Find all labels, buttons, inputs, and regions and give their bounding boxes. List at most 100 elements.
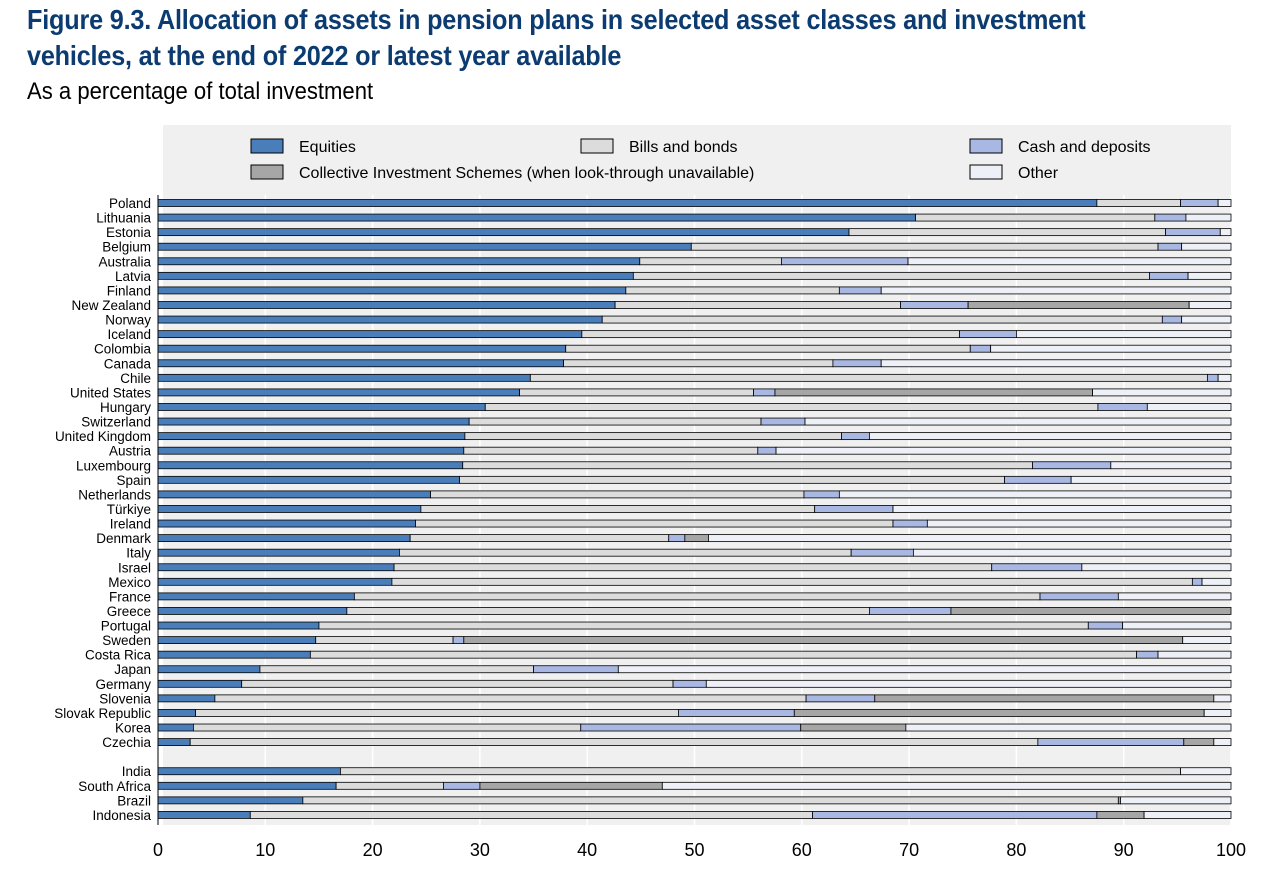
bar-segment-bills xyxy=(519,388,754,397)
bar-segment-other xyxy=(1016,330,1232,339)
bar-segment-other xyxy=(838,490,1232,499)
bar-segment-bills xyxy=(214,694,807,703)
row-label: Brazil xyxy=(117,793,151,808)
bar-segment-bills xyxy=(632,271,1150,280)
bar-segment-other xyxy=(1122,621,1232,630)
bar-segment-equities xyxy=(157,417,470,426)
bar-segment-bills xyxy=(1096,199,1181,207)
bar-segment-equities xyxy=(157,519,416,528)
bar-segment-bills xyxy=(581,330,960,339)
bar-segment-equities xyxy=(157,228,850,237)
row-label: Norway xyxy=(105,313,151,328)
bar-segment-bills xyxy=(690,242,1159,251)
bar-segment-cash xyxy=(753,388,776,397)
bar-segment-cash xyxy=(1157,242,1183,251)
bar-segment-bills xyxy=(241,679,674,688)
bar-segment-other xyxy=(1213,738,1232,746)
bar-segment-bills xyxy=(529,373,1208,382)
bar-segment-equities xyxy=(157,709,196,717)
row-label: Estonia xyxy=(106,225,152,240)
bar-segment-other xyxy=(775,446,1232,455)
bar-segment-cis xyxy=(967,301,1190,309)
bar-segment-equities xyxy=(157,330,583,339)
bar-segment-other xyxy=(1143,811,1232,819)
bar-segment-equities xyxy=(157,607,348,615)
row-label: Slovenia xyxy=(99,691,151,706)
bar-segment-cash xyxy=(814,505,894,513)
row-label: Switzerland xyxy=(81,415,151,430)
bar-segment-bills xyxy=(399,548,852,557)
bar-segment-bills xyxy=(468,417,762,426)
bar-segment-other xyxy=(705,679,1232,688)
legend-label-bills: Bills and bonds xyxy=(629,139,738,156)
bar-segment-bills xyxy=(915,213,1156,222)
x-tick-label: 30 xyxy=(470,840,490,860)
row-label: Korea xyxy=(115,721,152,736)
bar-segment-cash xyxy=(1032,461,1112,470)
row-label: France xyxy=(109,589,151,604)
bar-segment-equities xyxy=(157,679,243,688)
bar-segment-other xyxy=(1092,388,1232,397)
bar-segment-equities xyxy=(157,665,261,674)
bar-segment-cash xyxy=(757,446,777,455)
bar-segment-other xyxy=(1217,199,1232,207)
bar-segment-other xyxy=(617,665,1232,674)
row-label: Austria xyxy=(109,444,152,459)
legend-swatch-cis xyxy=(250,164,284,180)
bar-segment-other xyxy=(912,548,1232,557)
row-label: New Zealand xyxy=(71,298,151,313)
bar-segment-equities xyxy=(157,636,317,644)
bar-segment-equities xyxy=(157,286,627,295)
x-tick-label: 70 xyxy=(899,840,919,860)
bar-segment-cash xyxy=(892,519,928,528)
bar-segment-cash xyxy=(452,636,465,644)
row-label: Australia xyxy=(98,254,151,269)
bar-segment-other xyxy=(708,534,1232,543)
row-label: Portugal xyxy=(101,619,151,634)
bar-segment-bills xyxy=(565,344,971,353)
bar-segment-bills xyxy=(335,781,444,790)
row-label: Denmark xyxy=(96,531,151,546)
bar-segment-other xyxy=(1181,315,1232,324)
x-tick-label: 10 xyxy=(255,840,275,860)
bar-segment-bills xyxy=(353,592,1041,601)
bar-segment-cash xyxy=(1097,403,1148,411)
bar-segment-other xyxy=(1188,301,1232,309)
bar-segment-bills xyxy=(318,621,1089,630)
bar-segment-equities xyxy=(157,242,692,251)
x-axis: 0 10 20 30 40 50 60 70 80 90 100 xyxy=(153,195,1246,860)
row-label: India xyxy=(122,764,152,779)
row-label: Slovak Republic xyxy=(54,706,151,721)
bar-segment-bills xyxy=(601,315,1163,324)
bar-segment-bills xyxy=(340,767,1181,776)
bar-segment-bills xyxy=(459,475,1005,484)
row-label: United States xyxy=(70,385,151,400)
bar-segment-equities xyxy=(157,461,464,470)
bar-segment-cash xyxy=(838,286,882,295)
bar-segment-equities xyxy=(157,199,1098,207)
bar-segment-bills xyxy=(195,709,679,717)
bar-segment-equities xyxy=(157,315,603,324)
bar-segment-cis xyxy=(1096,811,1145,819)
row-label: Netherlands xyxy=(78,487,151,502)
row-label: Indonesia xyxy=(92,808,151,823)
legend: Equities Bills and bonds Cash and deposits… xyxy=(250,138,1151,182)
bar-segment-equities xyxy=(157,490,431,499)
bar-segment-other xyxy=(1070,475,1232,484)
chart-title: Figure 9.3. Allocation of assets in pens… xyxy=(27,4,1086,71)
bar-segment-cis xyxy=(774,388,1093,397)
bar-segment-other xyxy=(1110,461,1232,470)
row-label: Finland xyxy=(107,283,151,298)
row-label: Spain xyxy=(116,473,151,488)
x-tick-label: 40 xyxy=(577,840,597,860)
bar-segment-cash xyxy=(1149,271,1189,280)
bar-segment-cash xyxy=(850,548,914,557)
bar-segment-equities xyxy=(157,388,521,397)
row-label: Türkiye xyxy=(107,502,151,517)
bar-segment-equities xyxy=(157,811,251,819)
row-label: Lithuania xyxy=(96,211,151,226)
bar-segment-cash xyxy=(841,432,870,441)
row-label: Italy xyxy=(126,546,151,561)
bar-segment-other xyxy=(1180,767,1232,776)
bar-segment-cis xyxy=(800,723,907,732)
